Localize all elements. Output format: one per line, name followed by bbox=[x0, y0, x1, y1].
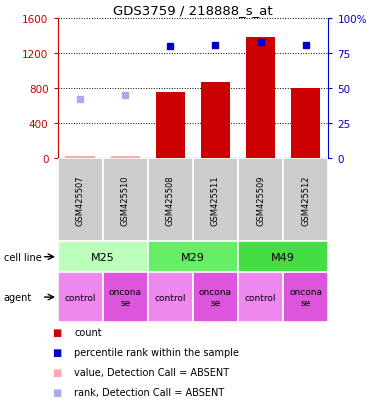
Text: control: control bbox=[245, 293, 276, 302]
Text: control: control bbox=[155, 293, 186, 302]
Text: M25: M25 bbox=[91, 252, 115, 262]
Text: ■: ■ bbox=[52, 387, 61, 397]
Bar bbox=[103, 273, 148, 322]
Bar bbox=[111, 157, 140, 159]
Bar bbox=[156, 93, 185, 159]
Text: ■: ■ bbox=[52, 328, 61, 337]
Text: oncona
se: oncona se bbox=[289, 288, 322, 307]
Bar bbox=[193, 273, 238, 322]
Bar bbox=[58, 159, 103, 242]
Text: M49: M49 bbox=[271, 252, 295, 262]
Bar bbox=[201, 83, 230, 159]
Bar bbox=[291, 89, 321, 159]
Text: GSM425509: GSM425509 bbox=[256, 175, 265, 225]
Text: oncona
se: oncona se bbox=[109, 288, 142, 307]
Bar bbox=[246, 38, 275, 159]
Bar bbox=[103, 159, 148, 242]
Text: GSM425510: GSM425510 bbox=[121, 175, 130, 225]
Text: count: count bbox=[74, 328, 102, 337]
Bar bbox=[193, 159, 238, 242]
Title: GDS3759 / 218888_s_at: GDS3759 / 218888_s_at bbox=[113, 5, 273, 17]
Text: GSM425507: GSM425507 bbox=[76, 175, 85, 225]
Text: agent: agent bbox=[4, 292, 32, 302]
Bar bbox=[148, 273, 193, 322]
Text: cell line: cell line bbox=[4, 252, 42, 262]
Text: value, Detection Call = ABSENT: value, Detection Call = ABSENT bbox=[74, 367, 229, 377]
Bar bbox=[58, 273, 103, 322]
Bar bbox=[65, 157, 95, 159]
Text: GSM425512: GSM425512 bbox=[301, 175, 310, 225]
Text: rank, Detection Call = ABSENT: rank, Detection Call = ABSENT bbox=[74, 387, 224, 397]
Bar bbox=[283, 273, 328, 322]
Bar bbox=[58, 242, 148, 273]
Text: M29: M29 bbox=[181, 252, 205, 262]
Bar bbox=[238, 159, 283, 242]
Text: GSM425508: GSM425508 bbox=[166, 175, 175, 225]
Bar bbox=[238, 273, 283, 322]
Bar bbox=[148, 242, 238, 273]
Bar bbox=[238, 242, 328, 273]
Text: control: control bbox=[64, 293, 96, 302]
Bar bbox=[283, 159, 328, 242]
Text: percentile rank within the sample: percentile rank within the sample bbox=[74, 347, 239, 357]
Bar bbox=[148, 159, 193, 242]
Text: oncona
se: oncona se bbox=[199, 288, 232, 307]
Text: GSM425511: GSM425511 bbox=[211, 175, 220, 225]
Text: ■: ■ bbox=[52, 347, 61, 357]
Text: ■: ■ bbox=[52, 367, 61, 377]
